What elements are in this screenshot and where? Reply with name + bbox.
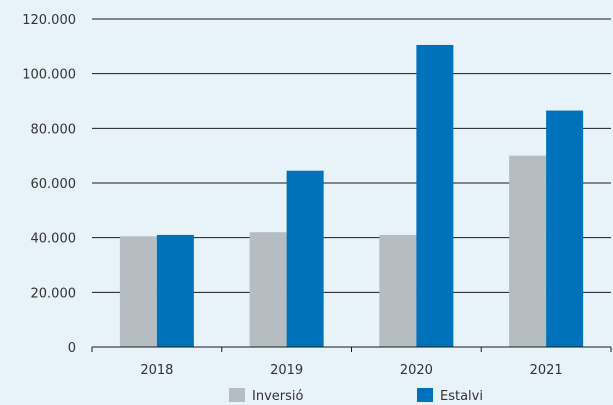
x-axis-ticks: 2018 2019 2020 2021 [140, 363, 562, 378]
bar-inversi--2020 [379, 234, 417, 347]
y-tick-label: 60.000 [31, 177, 77, 192]
bar-estalvi-2018 [156, 234, 194, 347]
bar-estalvi-2020 [416, 44, 454, 347]
legend-swatch [417, 388, 433, 402]
bar-estalvi-2019 [286, 170, 324, 347]
y-tick-label: 100.000 [22, 68, 76, 83]
y-tick-label: 20.000 [31, 286, 77, 301]
x-axis [91, 346, 612, 352]
legend-label: Estalvi [440, 389, 483, 404]
x-tick-label: 2020 [400, 363, 433, 378]
legend-swatch [229, 388, 245, 402]
bar-inversi--2018 [119, 236, 157, 347]
x-tick-label: 2019 [270, 363, 303, 378]
bars [119, 44, 584, 347]
bar-inversi--2021 [509, 155, 547, 347]
y-tick-label: 40.000 [31, 232, 77, 247]
x-tick-label: 2018 [140, 363, 173, 378]
y-tick-label: 0 [68, 341, 76, 356]
y-tick-label: 120.000 [22, 13, 76, 28]
legend: Inversió Estalvi [229, 388, 483, 404]
legend-label: Inversió [252, 389, 303, 404]
y-axis-ticks: 0 20.000 40.000 60.000 80.000 100.000 120.000 [22, 13, 76, 356]
y-tick-label: 80.000 [31, 122, 77, 137]
bar-inversi--2019 [249, 232, 287, 347]
x-tick-label: 2021 [530, 363, 563, 378]
bar-estalvi-2021 [546, 110, 584, 347]
